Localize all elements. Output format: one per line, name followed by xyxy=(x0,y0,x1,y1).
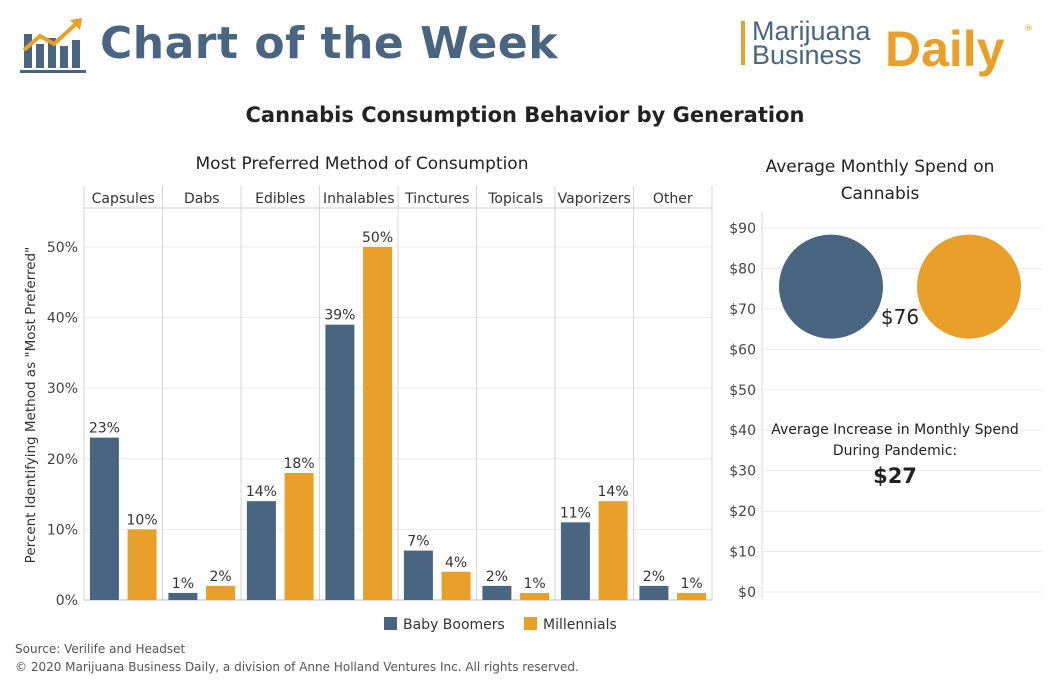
y-tick-label: 10% xyxy=(47,522,78,538)
bar-millennials xyxy=(441,571,471,600)
spend-y-tick-label: $30 xyxy=(729,464,756,480)
data-label: 14% xyxy=(598,484,629,500)
spend-bubble-baby-boomers xyxy=(779,234,883,339)
annotation-label-line2: During Pandemic: xyxy=(832,443,958,459)
chart-of-the-week-logo-icon xyxy=(20,18,86,73)
source-note: Source: Verilife and Headset xyxy=(15,642,186,656)
brand-name-daily: Daily xyxy=(885,21,1005,77)
y-tick-label: 30% xyxy=(47,381,78,397)
bar-baby-boomers xyxy=(168,592,198,600)
data-label: 1% xyxy=(680,576,702,592)
bar-millennials xyxy=(677,592,707,600)
data-label: 23% xyxy=(89,421,120,437)
category-label: Inhalables xyxy=(323,191,395,207)
data-label: 1% xyxy=(523,576,545,592)
spend-y-tick-label: $70 xyxy=(729,302,756,318)
chart-of-the-week-title: Chart of the Week xyxy=(100,18,558,69)
spend-y-tick-label: $50 xyxy=(729,383,756,399)
data-label: 2% xyxy=(486,569,508,585)
spend-chart-title: Average Monthly Spend on Cannabis xyxy=(765,157,995,204)
brand-accent-bar xyxy=(741,21,745,65)
spend-y-tick-label: $60 xyxy=(729,342,756,358)
category-label: Other xyxy=(653,191,693,207)
category-label: Vaporizers xyxy=(558,191,631,207)
category-label: Edibles xyxy=(255,191,305,207)
data-label: 11% xyxy=(560,505,591,521)
data-label: 10% xyxy=(127,512,158,528)
bar-baby-boomers xyxy=(560,522,590,600)
category-label: Topicals xyxy=(487,191,543,207)
bar-baby-boomers xyxy=(403,550,433,600)
bar-baby-boomers xyxy=(482,585,512,600)
data-label: 7% xyxy=(407,534,429,550)
spend-y-tick-label: $10 xyxy=(729,545,756,561)
brand-name-line2: Business xyxy=(752,40,862,70)
data-label: 18% xyxy=(284,456,315,472)
data-label: 4% xyxy=(445,555,467,571)
legend-swatch xyxy=(384,617,397,630)
bar-millennials xyxy=(284,472,314,600)
spend-y-tick-label: $0 xyxy=(738,585,756,601)
legend-label: Millennials xyxy=(543,617,617,633)
spend-bubble-millennials xyxy=(917,234,1021,339)
legend-label: Baby Boomers xyxy=(403,617,505,633)
spend-y-tick-label: $80 xyxy=(729,261,756,277)
bar-millennials xyxy=(206,585,236,600)
data-label: 2% xyxy=(209,569,231,585)
data-label: 14% xyxy=(246,484,277,500)
bar-millennials xyxy=(520,592,550,600)
data-label: 39% xyxy=(324,308,355,324)
y-axis-label: Percent Identifying Method as "Most Pref… xyxy=(23,247,39,564)
copyright-note: © 2020 Marijuana Business Daily, a divis… xyxy=(15,660,579,674)
bar-millennials xyxy=(127,529,157,600)
brand-name-line1: Marijuana xyxy=(752,16,871,46)
bar-baby-boomers xyxy=(639,585,669,600)
data-label: 50% xyxy=(362,230,393,246)
spend-value-label: $76 xyxy=(881,305,919,329)
bar-chart-title: Most Preferred Method of Consumption xyxy=(195,154,529,174)
y-tick-label: 40% xyxy=(47,311,78,327)
category-label: Dabs xyxy=(184,191,220,207)
bar-millennials xyxy=(363,247,393,600)
legend-swatch xyxy=(524,617,537,630)
spend-y-tick-label: $90 xyxy=(729,221,756,237)
spend-y-tick-label: $20 xyxy=(729,504,756,520)
y-tick-label: 0% xyxy=(56,593,78,609)
annotation-label-line1: Average Increase in Monthly Spend xyxy=(771,422,1019,438)
registered-mark: ® xyxy=(1024,24,1033,34)
y-tick-label: 20% xyxy=(47,452,78,468)
data-label: 2% xyxy=(643,569,665,585)
bar-baby-boomers xyxy=(89,437,119,600)
category-label: Capsules xyxy=(92,191,155,207)
data-label: 1% xyxy=(172,576,194,592)
header: Chart of the Week Marijuana Business Dai… xyxy=(0,0,1050,95)
y-tick-label: 50% xyxy=(47,240,78,256)
bar-baby-boomers xyxy=(325,324,355,600)
category-label: Tinctures xyxy=(404,191,469,207)
annotation-value: $27 xyxy=(873,464,917,488)
bar-baby-boomers xyxy=(246,501,276,600)
bar-millennials xyxy=(598,501,628,600)
page-title: Cannabis Consumption Behavior by Generat… xyxy=(245,103,805,127)
spend-y-tick-label: $40 xyxy=(729,423,756,439)
